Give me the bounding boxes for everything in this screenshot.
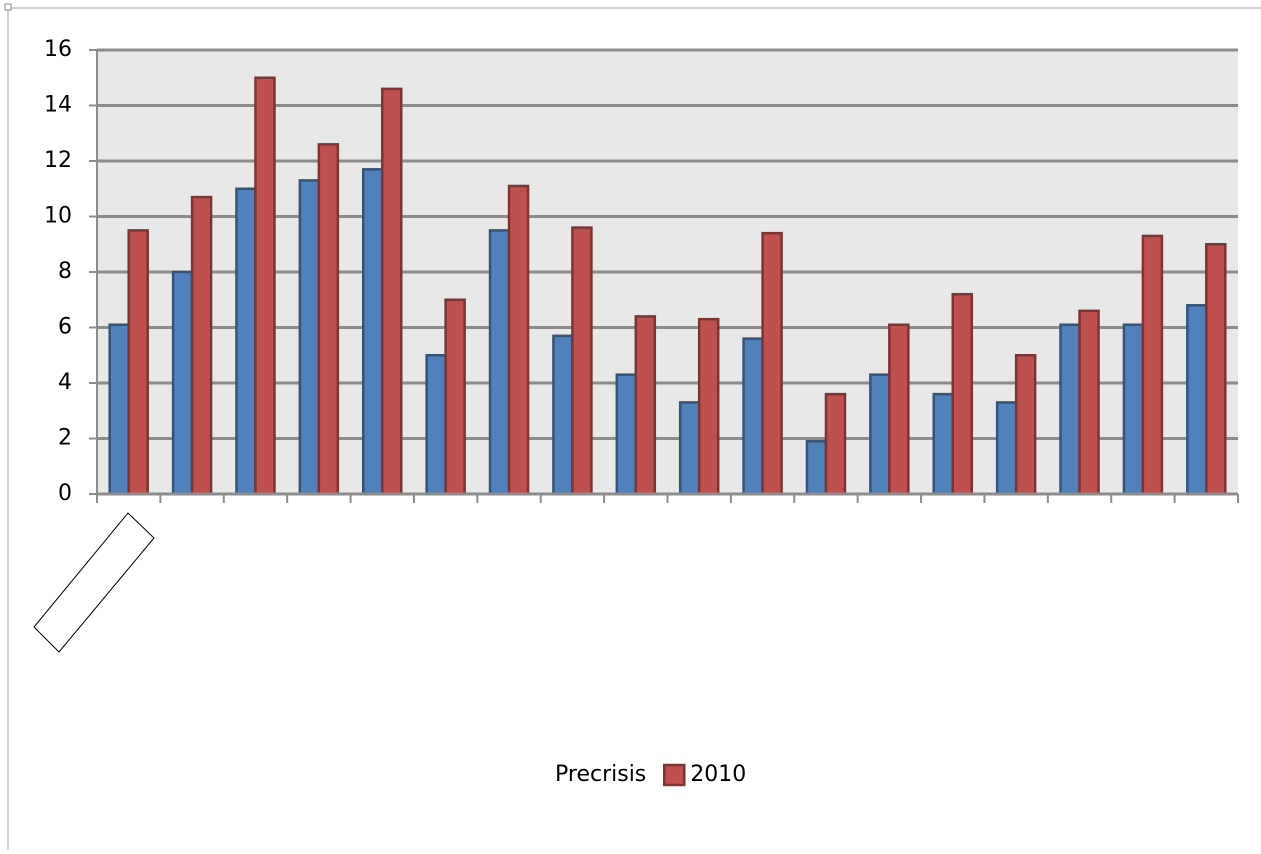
bar bbox=[634, 315, 657, 496]
bar bbox=[951, 292, 973, 496]
bar bbox=[571, 226, 593, 496]
y-tick-label: 12 bbox=[44, 148, 72, 173]
bar bbox=[171, 270, 194, 496]
bar bbox=[615, 373, 638, 496]
y-tick-label: 16 bbox=[44, 37, 72, 62]
y-tick-label: 10 bbox=[44, 204, 72, 229]
bar bbox=[1186, 304, 1208, 496]
bar bbox=[1078, 309, 1100, 496]
y-tick-label: 2 bbox=[58, 426, 72, 451]
y-tick-label: 14 bbox=[44, 93, 72, 118]
bar bbox=[488, 229, 511, 496]
bar bbox=[888, 323, 910, 496]
y-tick-label: 0 bbox=[58, 481, 72, 506]
bar bbox=[1141, 234, 1164, 496]
bar bbox=[805, 440, 828, 496]
bar bbox=[869, 373, 891, 496]
bar bbox=[678, 401, 701, 496]
y-tick-label: 6 bbox=[58, 315, 72, 340]
bar bbox=[298, 179, 321, 496]
bar bbox=[190, 195, 213, 496]
label-box bbox=[33, 512, 155, 653]
bar bbox=[761, 231, 783, 496]
bar bbox=[995, 401, 1018, 496]
bar bbox=[1014, 354, 1037, 496]
bar bbox=[1059, 323, 1081, 496]
bar bbox=[552, 334, 574, 496]
bar bbox=[697, 317, 720, 496]
y-tick-label: 4 bbox=[58, 370, 72, 395]
y-tick-label: 8 bbox=[58, 259, 72, 284]
bar bbox=[254, 76, 276, 496]
frame-handle bbox=[4, 3, 12, 11]
legend-marker bbox=[663, 763, 686, 787]
bar bbox=[824, 392, 847, 496]
bar bbox=[1122, 323, 1145, 496]
bar bbox=[381, 87, 403, 496]
legend-label: Precrisis bbox=[555, 762, 646, 787]
bar bbox=[1205, 243, 1227, 496]
bar bbox=[507, 184, 530, 496]
bar bbox=[235, 187, 257, 496]
bar bbox=[108, 323, 130, 496]
bar bbox=[444, 298, 466, 496]
legend-label: 2010 bbox=[690, 762, 746, 787]
bar bbox=[425, 354, 447, 496]
bar bbox=[317, 143, 340, 496]
bar bbox=[932, 392, 954, 496]
bar bbox=[742, 337, 764, 496]
bar bbox=[362, 168, 384, 496]
bar bbox=[127, 229, 149, 496]
